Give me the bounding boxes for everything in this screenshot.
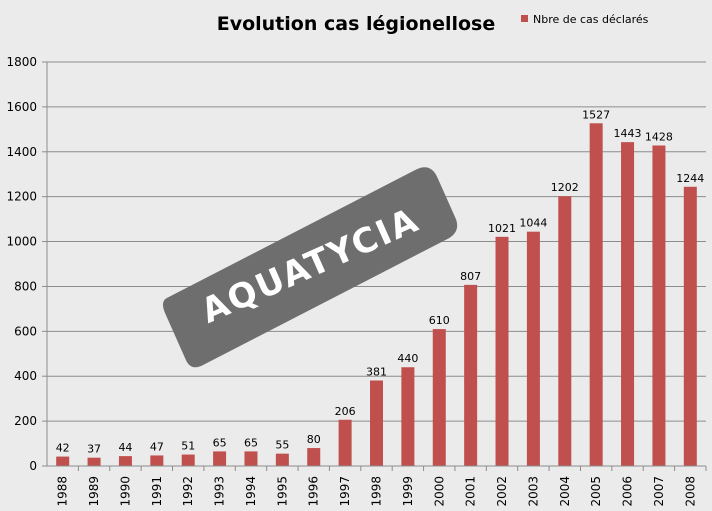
y-tick-label: 400 <box>14 369 37 383</box>
bar <box>118 456 132 466</box>
bar <box>464 284 478 466</box>
chart-title: Evolution cas légionellose <box>217 13 496 35</box>
y-tick-label: 1600 <box>6 100 37 114</box>
legend-swatch <box>521 15 528 22</box>
bar <box>307 448 321 466</box>
x-tick-label: 2004 <box>558 476 572 507</box>
data-label: 80 <box>307 433 321 446</box>
bar <box>652 145 666 466</box>
data-label: 381 <box>366 365 387 378</box>
x-tick-label: 2005 <box>589 476 603 507</box>
bar <box>589 123 603 467</box>
data-label: 42 <box>56 442 70 455</box>
legend: Nbre de cas déclarés <box>521 13 649 26</box>
data-label: 1428 <box>645 130 673 143</box>
data-label: 1443 <box>614 127 642 140</box>
bar <box>526 231 540 466</box>
bar <box>432 329 446 466</box>
x-tick-label: 1993 <box>213 476 227 507</box>
bar <box>56 456 70 466</box>
bar <box>621 142 635 467</box>
bar <box>213 451 227 466</box>
data-label: 65 <box>244 436 258 449</box>
x-tick-label: 2007 <box>652 476 666 507</box>
data-label: 1527 <box>582 108 610 121</box>
y-tick-label: 1400 <box>6 145 37 159</box>
data-label: 1244 <box>676 172 704 185</box>
watermark-logo: AQUATYCIA <box>162 167 458 368</box>
y-tick-label: 200 <box>14 414 37 428</box>
x-tick-label: 1996 <box>307 476 321 507</box>
x-tick-label: 1999 <box>401 476 415 507</box>
data-label: 1021 <box>488 222 516 235</box>
y-tick-label: 1000 <box>6 235 37 249</box>
bar <box>338 419 352 466</box>
data-label: 206 <box>335 405 356 418</box>
x-axis: 1988 1989 1990 1991 1992 1993 1994 1995 1996 1997… <box>47 465 707 507</box>
data-labels: 42 37 44 47 51 65 65 55 80 206 381 440 610 807 1021 104… <box>56 108 705 455</box>
data-label: 51 <box>181 440 195 453</box>
bar <box>150 455 164 466</box>
x-tick-label: 1997 <box>338 476 352 507</box>
x-tick-label: 2008 <box>683 476 697 507</box>
bar <box>244 451 258 466</box>
x-tick-label: 1989 <box>87 476 101 507</box>
y-tick-label: 0 <box>29 459 37 473</box>
bar <box>370 380 383 466</box>
data-label: 807 <box>460 270 481 283</box>
bar <box>558 196 572 466</box>
y-tick-label: 800 <box>14 279 37 293</box>
y-tick-label: 1800 <box>6 55 37 69</box>
bar <box>683 186 697 466</box>
x-tick-label: 2003 <box>526 476 540 507</box>
data-label: 44 <box>118 441 132 454</box>
y-tick-label: 1200 <box>6 190 37 204</box>
y-tick-label: 600 <box>14 324 37 338</box>
data-label: 65 <box>213 436 227 449</box>
x-tick-label: 2000 <box>432 476 446 507</box>
data-label: 1044 <box>519 217 547 230</box>
x-tick-label: 1998 <box>370 476 384 507</box>
x-tick-label: 1994 <box>244 476 258 507</box>
legend-label: Nbre de cas déclarés <box>533 13 649 26</box>
data-label: 47 <box>150 440 164 453</box>
data-label: 440 <box>397 352 418 365</box>
bar <box>275 453 289 466</box>
data-label: 1202 <box>551 181 579 194</box>
bar <box>87 457 101 466</box>
x-tick-label: 1990 <box>118 476 132 507</box>
bar <box>181 454 195 466</box>
x-tick-label: 1992 <box>181 476 195 507</box>
data-label: 37 <box>87 443 101 456</box>
x-tick-label: 1991 <box>150 476 164 507</box>
bars <box>56 123 697 467</box>
y-axis: 0 200 400 600 800 1000 1200 1400 1600 1800 <box>6 55 48 473</box>
x-tick-label: 1995 <box>275 476 289 507</box>
data-label: 55 <box>275 439 289 452</box>
bar <box>495 236 509 466</box>
data-label: 610 <box>429 314 450 327</box>
x-tick-label: 2001 <box>464 476 478 507</box>
bar <box>401 367 415 466</box>
x-tick-label: 2002 <box>495 476 509 507</box>
watermark-band <box>162 167 458 368</box>
x-tick-label: 2006 <box>621 476 635 507</box>
x-tick-label: 1988 <box>56 476 70 507</box>
